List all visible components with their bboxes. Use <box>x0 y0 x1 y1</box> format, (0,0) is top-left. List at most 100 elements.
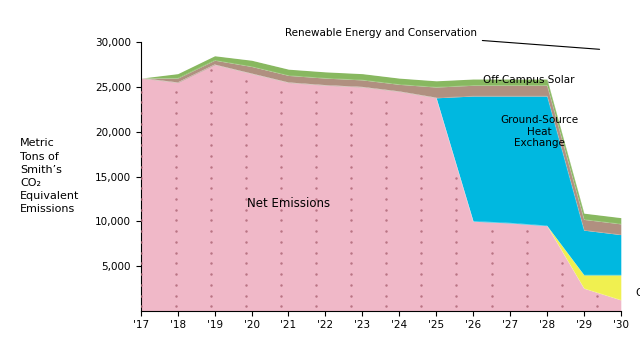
Point <box>171 228 181 234</box>
Point <box>311 282 321 288</box>
Point <box>136 271 146 277</box>
Point <box>346 185 356 191</box>
Point <box>171 121 181 127</box>
Point <box>276 175 286 180</box>
Point <box>136 293 146 298</box>
Point <box>276 261 286 266</box>
Point <box>276 196 286 202</box>
Point <box>171 304 181 309</box>
Point <box>381 185 392 191</box>
Point <box>451 218 461 223</box>
Point <box>311 271 321 277</box>
Point <box>136 121 146 127</box>
Point <box>241 250 251 256</box>
Point <box>451 185 461 191</box>
Point <box>416 282 426 288</box>
Point <box>241 175 251 180</box>
Point <box>381 143 392 148</box>
Point <box>241 304 251 309</box>
Point <box>346 207 356 213</box>
Point <box>241 228 251 234</box>
Point <box>171 218 181 223</box>
Point <box>522 282 532 288</box>
Point <box>346 304 356 309</box>
Point <box>592 304 602 309</box>
Point <box>522 261 532 266</box>
Point <box>171 164 181 170</box>
Point <box>346 261 356 266</box>
Point <box>381 132 392 137</box>
Point <box>311 89 321 95</box>
Point <box>451 304 461 309</box>
Point <box>416 239 426 245</box>
Point <box>206 293 216 298</box>
Point <box>522 304 532 309</box>
Point <box>486 282 497 288</box>
Point <box>416 100 426 105</box>
Point <box>276 250 286 256</box>
Text: Offsets: Offsets <box>636 288 640 298</box>
Point <box>592 293 602 298</box>
Point <box>276 132 286 137</box>
Point <box>171 196 181 202</box>
Point <box>416 121 426 127</box>
Point <box>136 143 146 148</box>
Point <box>381 110 392 116</box>
Point <box>416 228 426 234</box>
Point <box>451 282 461 288</box>
Point <box>136 185 146 191</box>
Point <box>276 207 286 213</box>
Text: Off-Campus Solar: Off-Campus Solar <box>483 75 574 85</box>
Point <box>206 153 216 159</box>
Point <box>311 132 321 137</box>
Point <box>241 89 251 95</box>
Point <box>136 207 146 213</box>
Point <box>206 261 216 266</box>
Point <box>346 89 356 95</box>
Point <box>416 293 426 298</box>
Point <box>522 239 532 245</box>
Point <box>346 293 356 298</box>
Point <box>451 293 461 298</box>
Point <box>276 143 286 148</box>
Point <box>311 196 321 202</box>
Point <box>276 271 286 277</box>
Point <box>416 207 426 213</box>
Point <box>451 250 461 256</box>
Point <box>206 218 216 223</box>
Point <box>522 250 532 256</box>
Point <box>241 239 251 245</box>
Point <box>381 175 392 180</box>
Point <box>136 175 146 180</box>
Point <box>486 250 497 256</box>
Point <box>276 293 286 298</box>
Point <box>381 100 392 105</box>
Point <box>136 89 146 95</box>
Point <box>486 228 497 234</box>
Point <box>241 164 251 170</box>
Point <box>171 239 181 245</box>
Point <box>311 207 321 213</box>
Point <box>346 100 356 105</box>
Point <box>136 153 146 159</box>
Point <box>381 293 392 298</box>
Point <box>276 121 286 127</box>
Point <box>381 207 392 213</box>
Point <box>241 132 251 137</box>
Text: Metric
Tons of
Smith’s
CO₂
Equivalent
Emissions: Metric Tons of Smith’s CO₂ Equivalent Em… <box>20 138 79 215</box>
Point <box>241 143 251 148</box>
Point <box>557 271 567 277</box>
Point <box>346 239 356 245</box>
Point <box>136 239 146 245</box>
Point <box>276 282 286 288</box>
Point <box>171 185 181 191</box>
Point <box>381 239 392 245</box>
Text: Renewable Energy and Conservation: Renewable Energy and Conservation <box>285 28 600 49</box>
Point <box>522 228 532 234</box>
Point <box>241 271 251 277</box>
Point <box>311 153 321 159</box>
Point <box>171 100 181 105</box>
Point <box>416 132 426 137</box>
Point <box>171 132 181 137</box>
Point <box>206 89 216 95</box>
